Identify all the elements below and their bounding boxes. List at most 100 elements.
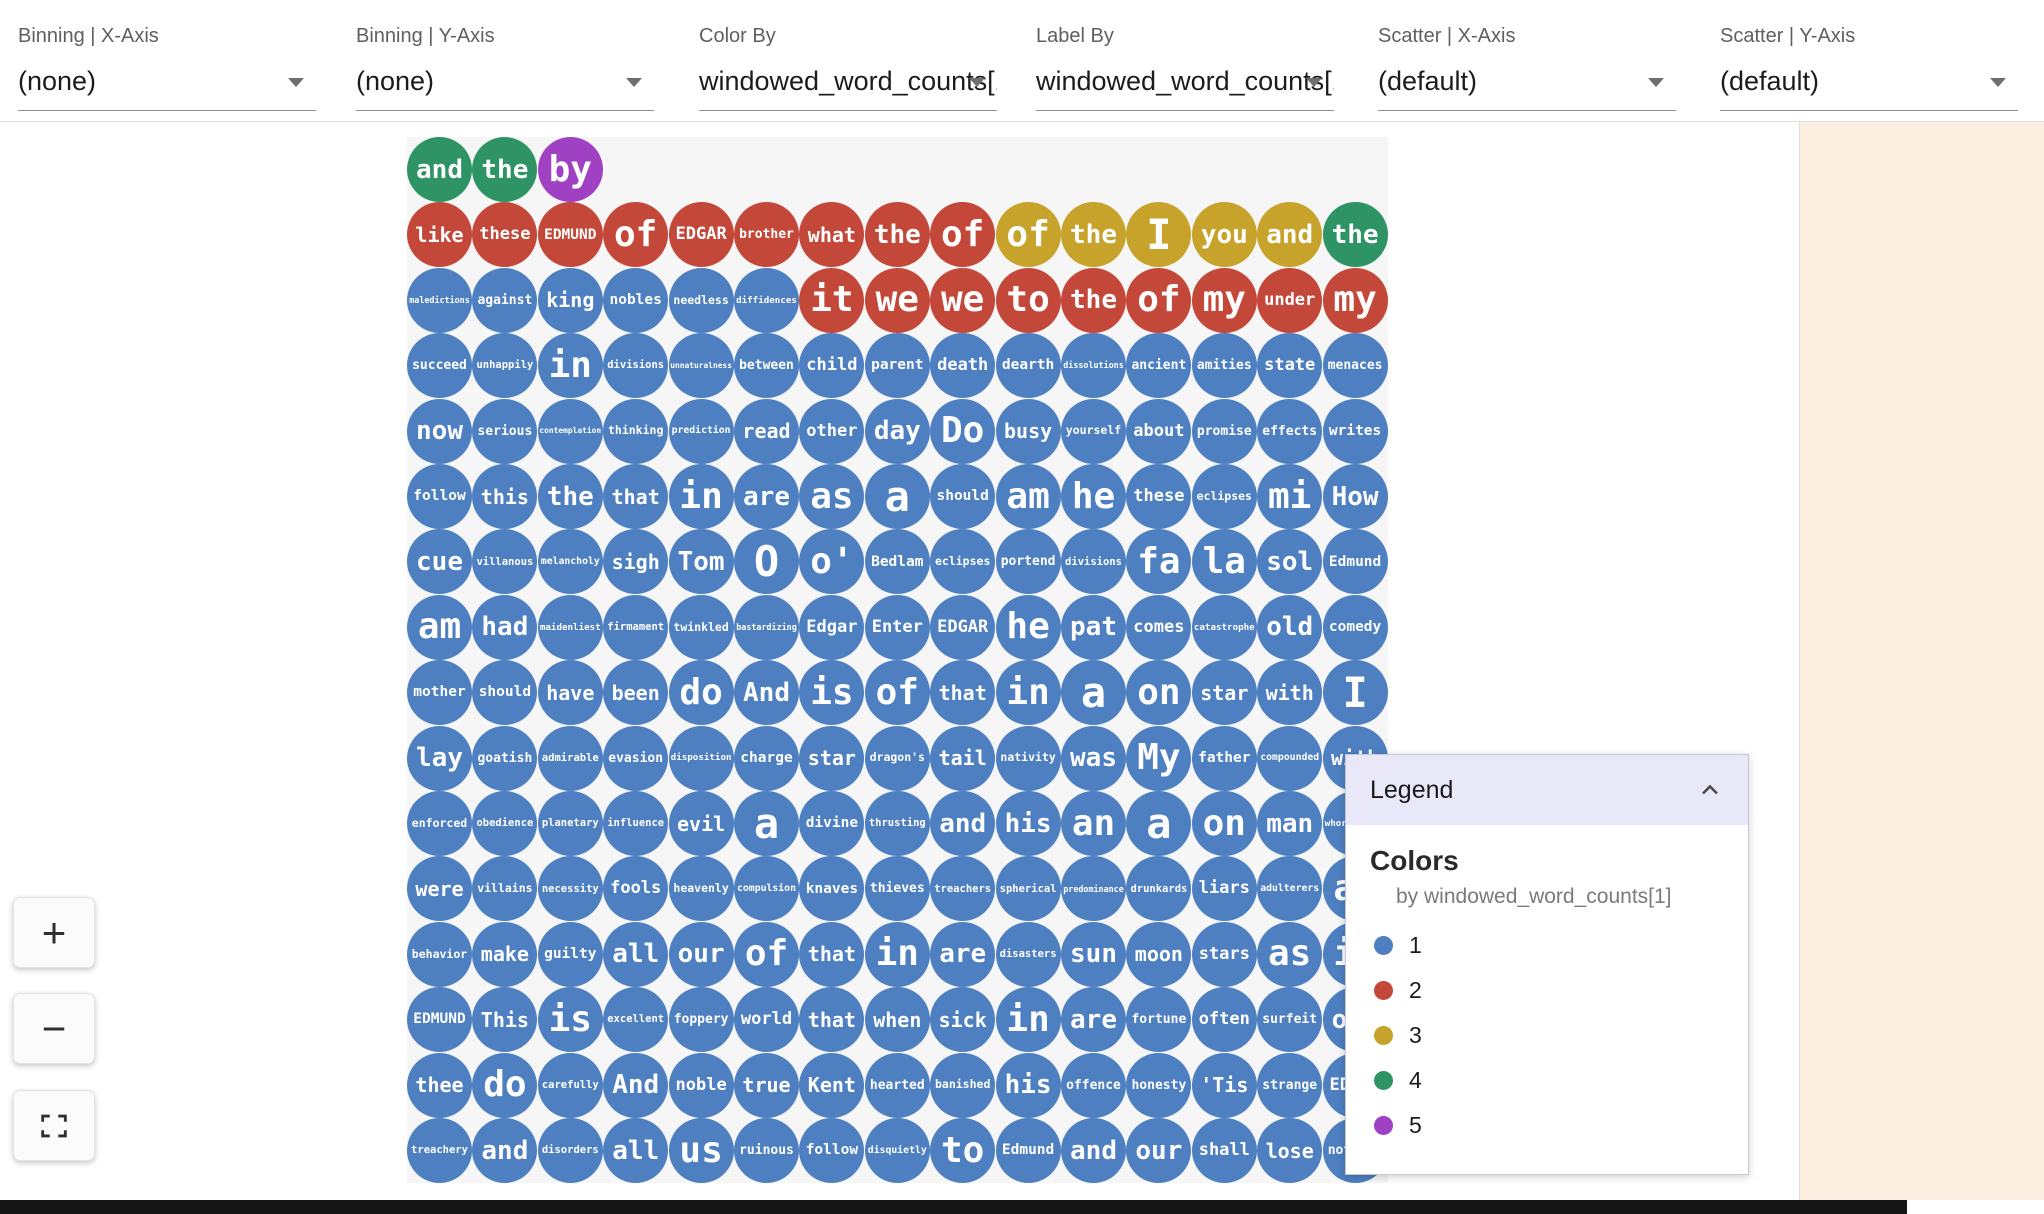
word-bubble[interactable]: between bbox=[734, 333, 799, 399]
word-bubble[interactable]: effects bbox=[1257, 398, 1323, 464]
word-bubble[interactable]: follow bbox=[799, 1118, 865, 1183]
word-bubble[interactable]: often bbox=[1191, 987, 1257, 1053]
word-bubble[interactable]: an bbox=[1061, 791, 1126, 856]
word-bubble[interactable]: the bbox=[1061, 202, 1126, 268]
word-bubble[interactable]: in bbox=[995, 987, 1061, 1053]
word-bubble[interactable]: my bbox=[1322, 267, 1388, 333]
word-bubble[interactable]: under bbox=[1257, 267, 1323, 333]
word-bubble[interactable]: hearted bbox=[864, 1052, 930, 1118]
word-bubble[interactable]: the bbox=[1322, 202, 1388, 268]
word-bubble[interactable]: star bbox=[799, 725, 865, 791]
word-bubble[interactable]: lay bbox=[407, 725, 472, 791]
word-bubble[interactable]: dearth bbox=[995, 333, 1061, 399]
word-bubble[interactable]: needless bbox=[668, 267, 734, 333]
word-bubble[interactable]: all bbox=[603, 1118, 669, 1183]
word-bubble[interactable]: a bbox=[1126, 791, 1192, 856]
word-bubble[interactable]: child bbox=[799, 333, 865, 399]
word-bubble[interactable]: a bbox=[864, 464, 930, 529]
word-bubble[interactable]: are bbox=[930, 921, 996, 987]
word-bubble[interactable]: eclipses bbox=[930, 529, 996, 595]
word-bubble[interactable]: predominance bbox=[1061, 856, 1126, 922]
word-bubble[interactable]: dissolutions bbox=[1061, 333, 1126, 399]
legend-header[interactable]: Legend bbox=[1346, 755, 1748, 825]
word-bubble[interactable]: as bbox=[1257, 921, 1323, 987]
word-bubble[interactable]: a bbox=[734, 791, 799, 856]
word-bubble[interactable]: are bbox=[1061, 987, 1126, 1053]
word-bubble[interactable]: were bbox=[407, 856, 472, 922]
word-bubble[interactable]: read bbox=[734, 398, 799, 464]
word-bubble[interactable]: true bbox=[734, 1052, 799, 1118]
word-bubble[interactable]: his bbox=[995, 1052, 1061, 1118]
word-bubble[interactable]: This bbox=[472, 987, 538, 1053]
word-bubble[interactable]: influence bbox=[603, 791, 669, 856]
word-bubble[interactable]: drunkards bbox=[1126, 856, 1192, 922]
word-bubble[interactable]: I bbox=[1322, 660, 1388, 726]
word-bubble[interactable]: that bbox=[799, 987, 865, 1053]
dropdown-scatter-x-select[interactable]: (default) bbox=[1378, 60, 1676, 111]
word-bubble[interactable]: and bbox=[930, 791, 996, 856]
word-bubble[interactable]: maidenliest bbox=[537, 594, 603, 660]
word-bubble[interactable]: firmament bbox=[603, 594, 669, 660]
word-bubble[interactable]: in bbox=[864, 921, 930, 987]
word-bubble[interactable]: of bbox=[930, 202, 996, 268]
dropdown-scatter-y-select[interactable]: (default) bbox=[1720, 60, 2018, 111]
word-bubble[interactable]: fa bbox=[1126, 529, 1192, 595]
word-bubble[interactable]: king bbox=[537, 267, 603, 333]
word-bubble[interactable]: the bbox=[1061, 267, 1126, 333]
word-bubble[interactable]: divisions bbox=[1061, 529, 1126, 595]
word-bubble[interactable]: evasion bbox=[603, 725, 669, 791]
word-bubble[interactable]: of bbox=[995, 202, 1061, 268]
word-bubble[interactable]: O bbox=[734, 529, 799, 595]
word-bubble[interactable]: guilty bbox=[537, 921, 603, 987]
dropdown-binning-y-select[interactable]: (none) bbox=[356, 60, 654, 111]
bubble-grid[interactable]: and the by like these EDMUND of EDGAR brother wha… bbox=[407, 137, 1388, 1183]
word-bubble[interactable]: you bbox=[1191, 202, 1257, 268]
word-bubble[interactable]: treachery bbox=[407, 1118, 472, 1183]
word-bubble[interactable]: star bbox=[1191, 660, 1257, 726]
word-bubble[interactable]: fools bbox=[603, 856, 669, 922]
word-bubble[interactable]: on bbox=[1126, 660, 1192, 726]
word-bubble[interactable]: am bbox=[995, 464, 1061, 529]
word-bubble[interactable]: EDMUND bbox=[407, 987, 472, 1053]
word-bubble[interactable]: his bbox=[995, 791, 1061, 856]
word-bubble[interactable]: was bbox=[1061, 725, 1126, 791]
word-bubble[interactable]: comedy bbox=[1322, 594, 1388, 660]
word-bubble[interactable]: do bbox=[668, 660, 734, 726]
word-bubble[interactable]: against bbox=[472, 267, 538, 333]
word-bubble[interactable]: these bbox=[472, 202, 538, 268]
word-bubble[interactable]: it bbox=[799, 267, 865, 333]
word-bubble[interactable]: eclipses bbox=[1191, 464, 1257, 529]
word-bubble[interactable]: compounded bbox=[1257, 725, 1323, 791]
word-bubble[interactable]: as bbox=[799, 464, 865, 529]
word-bubble[interactable]: sigh bbox=[603, 529, 669, 595]
word-bubble[interactable]: brother bbox=[734, 202, 799, 268]
word-bubble[interactable]: of bbox=[1126, 267, 1192, 333]
word-bubble[interactable]: in bbox=[537, 333, 603, 399]
word-bubble[interactable]: now bbox=[407, 398, 472, 464]
word-bubble[interactable]: on bbox=[1191, 791, 1257, 856]
word-bubble[interactable]: this bbox=[472, 464, 538, 529]
word-bubble[interactable]: thrusting bbox=[864, 791, 930, 856]
word-bubble[interactable]: mi bbox=[1257, 464, 1323, 529]
word-bubble[interactable]: necessity bbox=[537, 856, 603, 922]
word-bubble[interactable]: that bbox=[603, 464, 669, 529]
word-bubble[interactable]: moon bbox=[1126, 921, 1192, 987]
word-bubble[interactable]: is bbox=[799, 660, 865, 726]
dropdown-color-by-select[interactable]: windowed_word_counts[1] bbox=[699, 60, 997, 111]
word-bubble[interactable]: have bbox=[537, 660, 603, 726]
word-bubble[interactable]: a bbox=[1061, 660, 1126, 726]
word-bubble[interactable]: prediction bbox=[668, 398, 734, 464]
word-bubble[interactable]: pat bbox=[1061, 594, 1126, 660]
word-bubble[interactable]: and bbox=[1061, 1118, 1126, 1183]
word-bubble[interactable]: should bbox=[472, 660, 538, 726]
word-bubble[interactable]: la bbox=[1191, 529, 1257, 595]
word-bubble[interactable]: twinkled bbox=[668, 594, 734, 660]
zoom-out-button[interactable]: − bbox=[13, 993, 95, 1064]
word-bubble[interactable]: shall bbox=[1191, 1118, 1257, 1183]
word-bubble[interactable]: serious bbox=[472, 398, 538, 464]
word-bubble[interactable]: all bbox=[603, 921, 669, 987]
word-bubble[interactable]: nativity bbox=[995, 725, 1061, 791]
word-bubble[interactable]: noble bbox=[668, 1052, 734, 1118]
word-bubble[interactable]: and bbox=[472, 1118, 538, 1183]
word-bubble[interactable]: fortune bbox=[1126, 987, 1192, 1053]
